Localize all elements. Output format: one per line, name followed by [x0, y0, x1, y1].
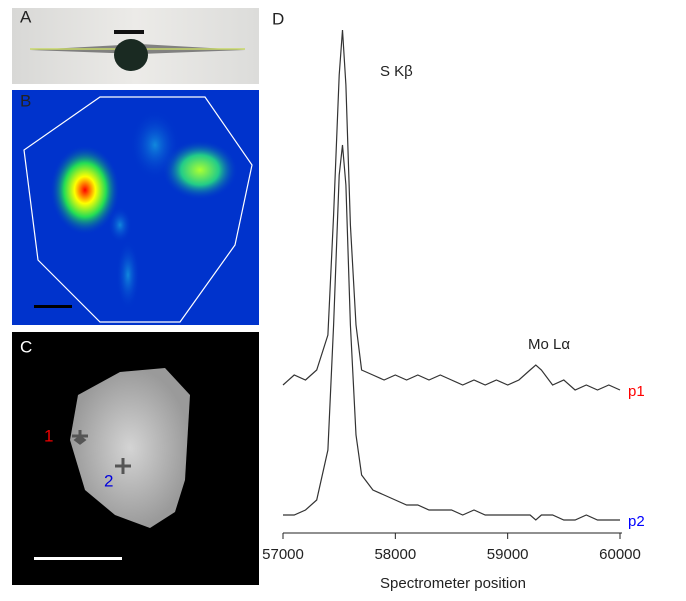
panel-label: B: [20, 91, 31, 110]
x-axis-label: Spectrometer position: [380, 575, 526, 592]
series-label: p2: [628, 513, 645, 530]
panel-a: A: [12, 7, 259, 84]
panel-c: 1 2 C: [12, 332, 259, 585]
series-label: p1: [628, 383, 645, 400]
spectrum-line: [283, 144, 620, 521]
annotation: S Kβ: [380, 63, 413, 80]
x-tick-label: 58000: [374, 546, 416, 563]
x-tick-label: 59000: [487, 546, 529, 563]
point-label: 1: [44, 426, 53, 445]
spectrum-line: [282, 29, 621, 391]
annotation: Mo Lα: [528, 336, 570, 353]
panel-b: B: [12, 90, 259, 325]
x-tick-label: 57000: [262, 546, 304, 563]
panel-label: A: [20, 7, 32, 26]
panel-label: D: [272, 9, 284, 28]
point-label: 2: [104, 471, 113, 490]
panel-label: C: [20, 337, 32, 356]
panel-d: D S Kβ Mo Lα Spectrometer position 57000…: [262, 9, 645, 591]
x-tick-label: 60000: [599, 546, 641, 563]
